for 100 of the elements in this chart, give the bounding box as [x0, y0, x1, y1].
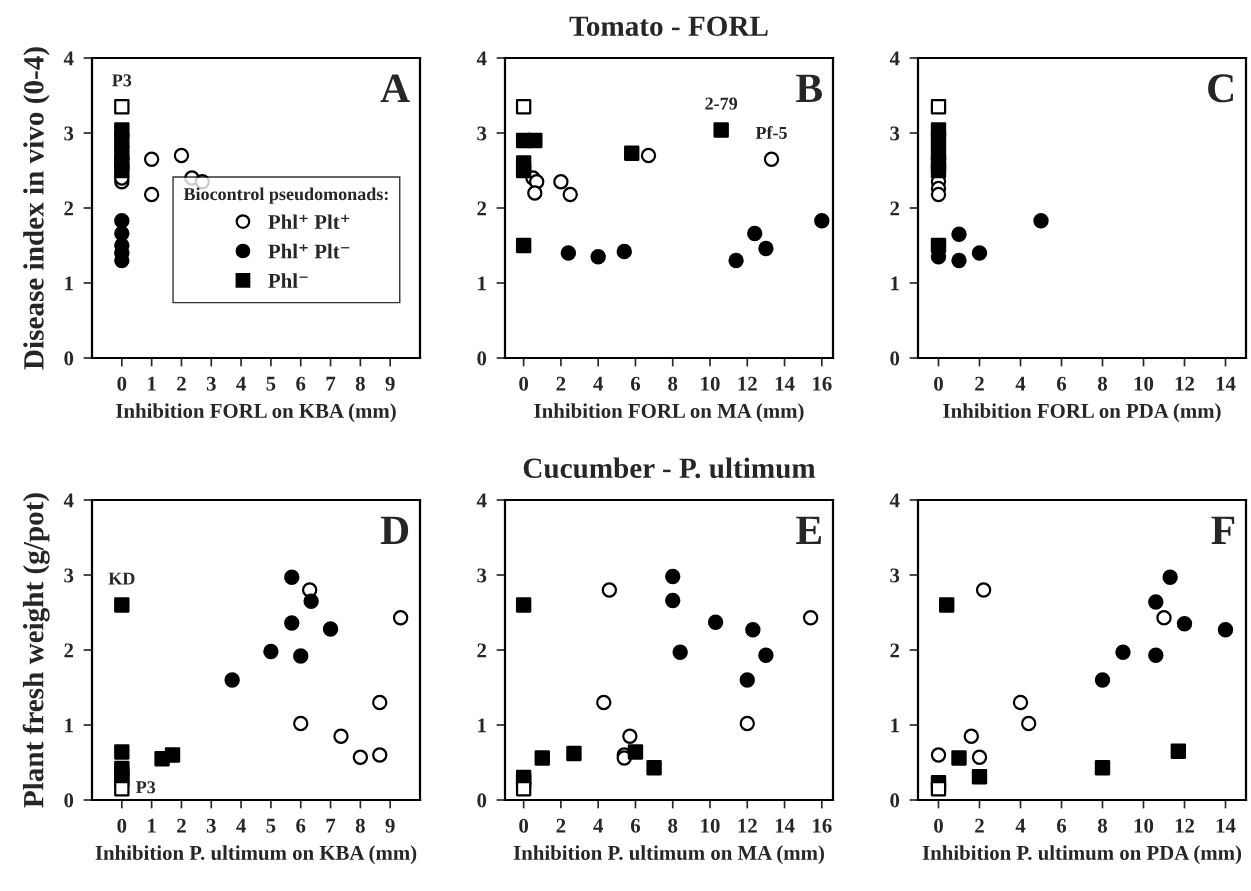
legend-label: Phl⁺ Plt⁻: [268, 243, 350, 259]
x-axis-title: Inhibition P. ultimum on KBA (mm): [95, 845, 417, 865]
x-axis-title: Inhibition FORL on KBA (mm): [116, 403, 396, 423]
x-tick-label: 0: [117, 376, 127, 391]
annotation: P3: [136, 781, 156, 794]
x-tick-label: 10: [701, 376, 720, 391]
x-axis-title: Inhibition FORL on PDA (mm): [943, 403, 1221, 423]
x-tick-label: 12: [738, 376, 757, 391]
x-tick-label: 2: [975, 818, 984, 833]
x-tick-label: 4: [593, 376, 603, 391]
x-tick-label: 4: [593, 818, 603, 833]
y-tick-label: 1: [65, 276, 73, 291]
y-tick-label: 2: [477, 643, 487, 658]
legend-label: Phl⁺ Plt⁺: [268, 214, 350, 230]
annotation: D: [380, 516, 409, 544]
y-tick-label: 4: [63, 51, 74, 66]
x-axis-title: Inhibition FORL on MA (mm): [534, 403, 804, 423]
y-tick-label: 3: [477, 568, 487, 583]
x-tick-label: 4: [236, 376, 246, 391]
x-tick-label: 5: [266, 818, 276, 833]
x-tick-label: 8: [355, 818, 365, 833]
x-tick-label: 12: [1175, 376, 1195, 391]
y-axis-title: Disease index in vivo (0-4): [23, 47, 50, 370]
x-tick-label: 6: [296, 376, 306, 391]
legend-label: Phl⁻: [268, 273, 308, 288]
x-tick-label: 6: [630, 376, 641, 391]
annotation: Pf-5: [755, 126, 787, 139]
x-tick-label: 0: [519, 818, 529, 833]
y-tick-label: 4: [889, 51, 900, 66]
y-tick-label: 4: [63, 493, 74, 508]
x-tick-label: 4: [1015, 376, 1026, 391]
x-tick-label: 14: [775, 376, 795, 391]
y-tick-label: 2: [64, 643, 74, 658]
x-tick-label: 10: [1134, 818, 1154, 833]
x-tick-label: 6: [630, 818, 641, 833]
x-tick-label: 14: [1216, 376, 1236, 391]
x-tick-label: 2: [556, 818, 566, 833]
x-tick-label: 6: [296, 818, 306, 833]
x-tick-label: 7: [326, 818, 336, 833]
y-tick-label: 1: [891, 718, 899, 733]
y-tick-label: 3: [64, 126, 74, 141]
y-tick-label: 4: [476, 51, 487, 66]
x-tick-label: 2: [556, 376, 566, 391]
x-tick-label: 8: [1097, 818, 1108, 833]
y-tick-label: 0: [890, 793, 900, 808]
x-tick-label: 8: [668, 818, 678, 833]
y-axis-title: Plant fresh weight (g/pot): [22, 493, 50, 808]
x-tick-label: 9: [385, 376, 395, 391]
y-tick-label: 1: [478, 276, 486, 291]
x-tick-label: 4: [1015, 818, 1026, 833]
y-tick-label: 2: [477, 201, 487, 216]
x-tick-label: 3: [206, 376, 216, 391]
annotation: E: [796, 516, 822, 544]
x-tick-label: 2: [177, 818, 186, 833]
x-tick-label: 6: [1057, 818, 1067, 833]
x-tick-label: 0: [117, 818, 127, 833]
y-tick-label: 0: [477, 793, 487, 808]
y-tick-label: 4: [476, 493, 487, 508]
x-tick-label: 9: [385, 818, 395, 833]
x-tick-label: 0: [934, 818, 943, 833]
y-tick-label: 3: [890, 126, 900, 141]
x-tick-label: 10: [1134, 376, 1154, 391]
x-tick-label: 8: [668, 376, 678, 391]
x-tick-label: 14: [775, 818, 795, 833]
x-tick-label: 12: [738, 818, 757, 833]
annotation: A: [380, 74, 410, 102]
x-tick-label: 8: [355, 376, 365, 391]
chart-title: Cucumber - P. ultimum: [523, 457, 816, 479]
y-tick-label: 0: [477, 351, 487, 366]
x-tick-label: 0: [519, 376, 529, 391]
x-tick-label: 6: [1057, 376, 1067, 391]
y-tick-label: 3: [477, 126, 487, 141]
x-tick-label: 14: [1216, 818, 1236, 833]
x-axis-title: Inhibition P. ultimum on MA (mm): [513, 845, 824, 865]
chart-title: Tomato - FORL: [569, 16, 768, 37]
annotation: B: [796, 74, 822, 103]
x-tick-label: 0: [934, 376, 943, 391]
x-tick-label: 1: [148, 818, 156, 833]
x-tick-label: 2: [177, 376, 186, 391]
y-tick-label: 4: [889, 493, 900, 508]
annotation: KD: [108, 572, 135, 585]
x-tick-label: 8: [1097, 376, 1108, 391]
x-tick-label: 3: [206, 818, 216, 833]
annotation: 2-79: [705, 97, 738, 110]
y-tick-label: 0: [64, 793, 74, 808]
annotation: P3: [112, 74, 132, 87]
x-tick-label: 16: [813, 818, 832, 833]
legend-title: Biocontrol pseudomonads:: [183, 187, 388, 204]
x-tick-label: 10: [701, 818, 720, 833]
y-tick-label: 3: [890, 568, 900, 583]
annotation: C: [1208, 74, 1233, 103]
y-tick-label: 1: [65, 718, 73, 733]
x-axis-title: Inhibition P. ultimum on PDA (mm): [922, 845, 1242, 865]
x-tick-label: 5: [266, 376, 276, 391]
y-tick-label: 3: [64, 568, 74, 583]
y-tick-label: 1: [891, 276, 899, 291]
y-tick-label: 0: [64, 351, 74, 366]
x-tick-label: 7: [326, 376, 336, 391]
annotation: F: [1211, 516, 1235, 544]
y-tick-label: 1: [478, 718, 486, 733]
